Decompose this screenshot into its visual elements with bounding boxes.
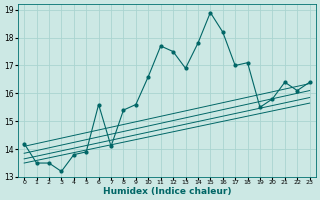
X-axis label: Humidex (Indice chaleur): Humidex (Indice chaleur) bbox=[103, 187, 231, 196]
